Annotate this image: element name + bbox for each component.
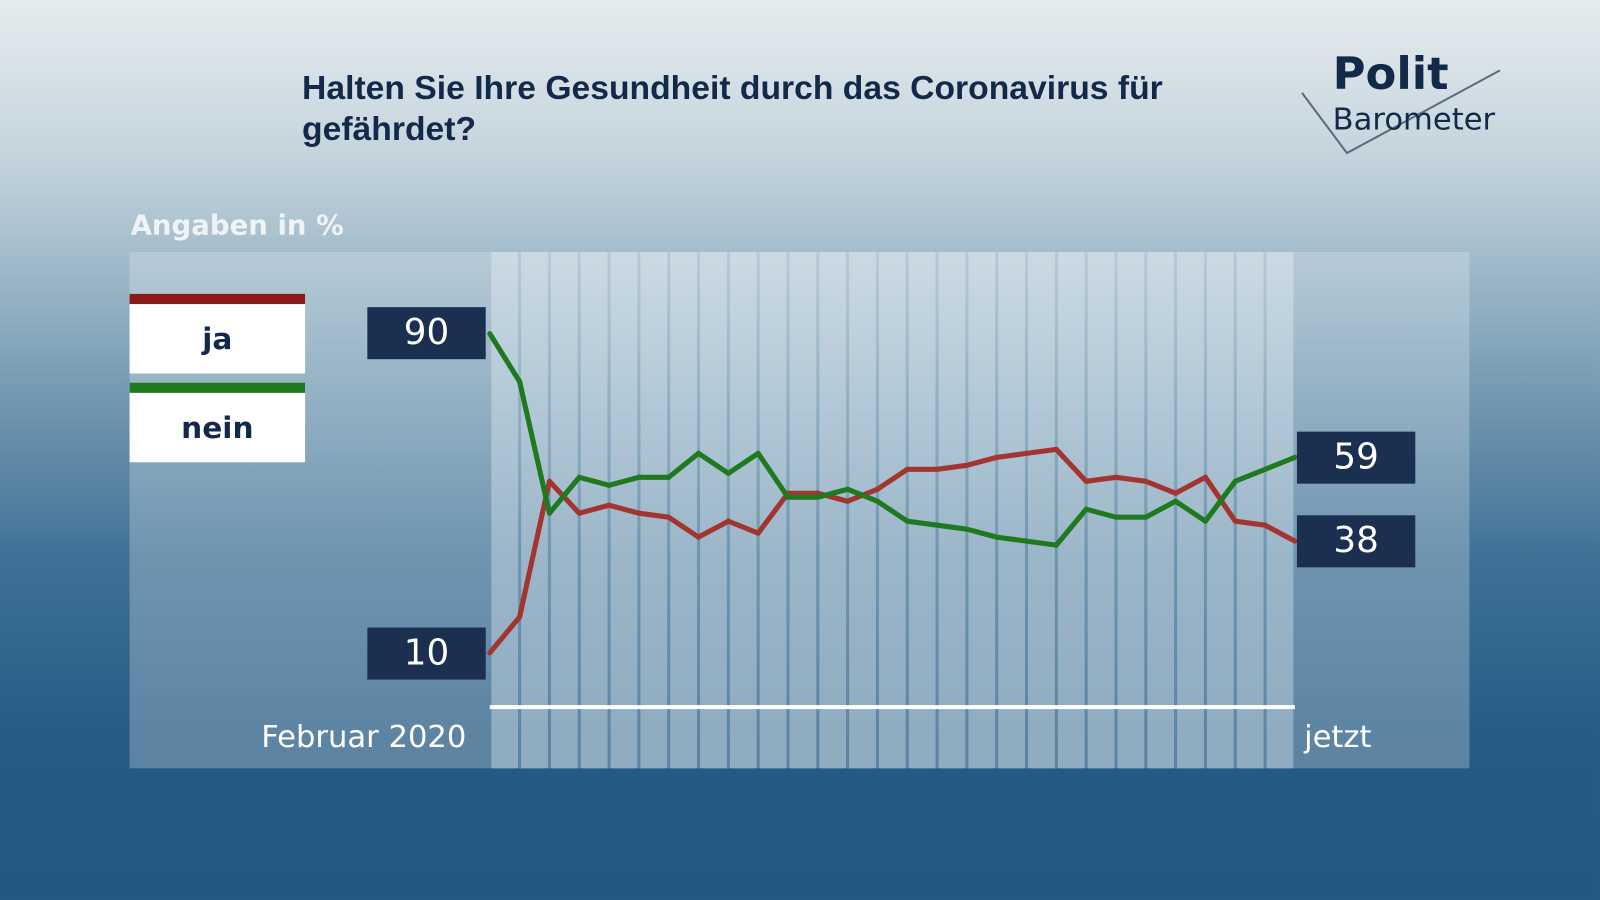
x-start-label: Februar 2020 bbox=[261, 719, 467, 756]
politbarometer-logo: Polit Barometer bbox=[1296, 49, 1531, 158]
data-point-nein bbox=[606, 482, 612, 488]
legend-label-nein: nein bbox=[181, 410, 254, 445]
end-label-nein: 59 bbox=[1296, 431, 1416, 484]
data-point-ja bbox=[874, 486, 880, 492]
logo-line1: Polit bbox=[1332, 47, 1449, 100]
data-point-ja bbox=[517, 614, 523, 620]
time-column bbox=[908, 252, 936, 769]
start-label-nein: 90 bbox=[367, 307, 486, 360]
legend-label-ja: ja bbox=[202, 321, 233, 357]
data-point-ja bbox=[1173, 490, 1179, 496]
time-column bbox=[998, 252, 1025, 769]
data-point-nein bbox=[1173, 498, 1179, 504]
chart-title: Halten Sie Ihre Gesundheit durch das Cor… bbox=[302, 68, 1163, 147]
data-point-nein bbox=[1143, 514, 1149, 520]
time-column bbox=[938, 252, 966, 769]
data-point-ja bbox=[845, 498, 851, 504]
data-point-nein bbox=[1053, 542, 1059, 548]
data-point-nein bbox=[695, 450, 702, 456]
legend-swatch-ja bbox=[129, 293, 306, 305]
data-point-ja bbox=[546, 478, 552, 484]
series-line-ja bbox=[487, 446, 1297, 655]
data-point-nein bbox=[546, 510, 552, 516]
data-point-nein bbox=[934, 522, 940, 528]
data-point-nein bbox=[725, 470, 731, 476]
data-point-nein bbox=[964, 526, 970, 532]
checkmark-icon bbox=[1301, 69, 1501, 155]
legend-item-nein: nein bbox=[129, 382, 306, 463]
legend-swatch-nein bbox=[129, 382, 306, 393]
data-point-ja bbox=[1053, 446, 1059, 452]
data-point-nein bbox=[845, 486, 851, 492]
data-point-ja bbox=[576, 510, 582, 516]
time-column bbox=[789, 252, 817, 769]
data-point-ja bbox=[1113, 474, 1119, 480]
data-point-ja bbox=[666, 514, 672, 520]
data-point-nein bbox=[1023, 538, 1030, 544]
time-column bbox=[849, 252, 876, 769]
y-axis-label: Angaben in % bbox=[130, 210, 344, 242]
series-line-nein bbox=[487, 332, 1296, 548]
time-column bbox=[729, 252, 757, 769]
data-point-nein bbox=[785, 494, 791, 500]
data-point-nein bbox=[1202, 518, 1208, 524]
time-column bbox=[1266, 252, 1294, 769]
data-point-nein bbox=[904, 518, 910, 524]
data-point-nein bbox=[636, 474, 642, 480]
data-point-ja bbox=[695, 534, 702, 540]
data-point-nein bbox=[517, 378, 523, 385]
data-point-nein bbox=[666, 474, 672, 480]
data-point-ja bbox=[1232, 518, 1238, 524]
time-column bbox=[670, 252, 697, 769]
legend-item-ja: ja bbox=[129, 293, 306, 374]
data-point-nein bbox=[755, 450, 761, 456]
time-column bbox=[640, 252, 668, 769]
data-point-ja bbox=[904, 466, 910, 472]
data-point-nein bbox=[1113, 514, 1119, 520]
x-end-label: jetzt bbox=[1304, 719, 1372, 756]
data-point-ja bbox=[1143, 478, 1149, 484]
start-label-ja: 10 bbox=[367, 627, 486, 680]
end-label-ja: 38 bbox=[1296, 515, 1416, 568]
data-point-nein bbox=[1292, 454, 1298, 460]
data-point-ja bbox=[1083, 478, 1089, 484]
time-column bbox=[700, 252, 727, 769]
data-point-ja bbox=[636, 510, 642, 516]
time-column bbox=[1028, 252, 1055, 769]
time-column bbox=[968, 252, 996, 769]
data-point-ja bbox=[964, 462, 970, 468]
data-point-nein bbox=[874, 498, 880, 504]
data-point-ja bbox=[1202, 474, 1208, 480]
time-column bbox=[491, 252, 519, 769]
time-column bbox=[1236, 252, 1264, 769]
data-point-ja bbox=[487, 650, 493, 656]
data-point-nein bbox=[1232, 478, 1238, 484]
data-point-nein bbox=[1262, 466, 1268, 472]
data-point-nein bbox=[1083, 506, 1089, 512]
data-point-ja bbox=[755, 530, 761, 536]
data-point-nein bbox=[487, 331, 493, 337]
data-point-ja bbox=[1262, 522, 1268, 528]
data-point-ja bbox=[994, 454, 1000, 460]
data-point-ja bbox=[725, 518, 731, 524]
data-point-nein bbox=[576, 474, 582, 480]
data-point-nein bbox=[994, 534, 1000, 540]
logo-line2: Barometer bbox=[1332, 102, 1496, 138]
data-point-ja bbox=[1023, 450, 1030, 456]
data-point-ja bbox=[1292, 538, 1298, 544]
time-column bbox=[1057, 252, 1085, 769]
data-point-ja bbox=[606, 502, 612, 508]
time-column bbox=[819, 252, 847, 769]
data-point-ja bbox=[934, 466, 940, 472]
time-column bbox=[1117, 252, 1145, 769]
data-point-nein bbox=[815, 494, 821, 500]
chart-panel bbox=[129, 252, 1470, 769]
